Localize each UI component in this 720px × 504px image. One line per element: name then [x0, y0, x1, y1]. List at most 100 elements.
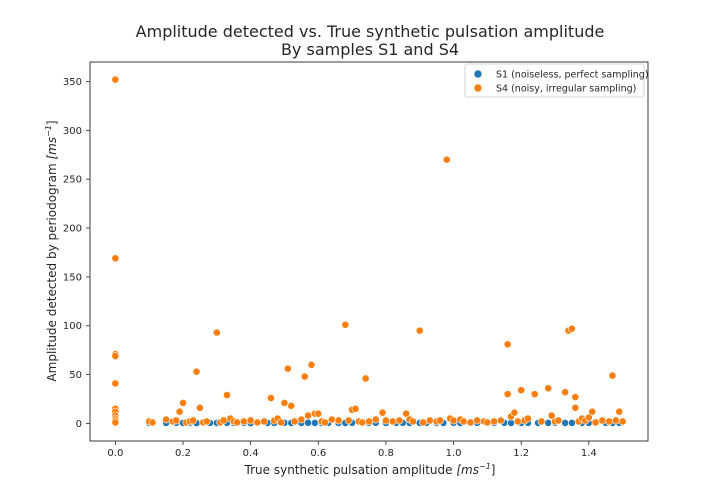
- s1-data-point: [544, 419, 553, 427]
- s4-data-point: [618, 417, 627, 426]
- series-s4-points: [111, 75, 627, 427]
- s4-data-point: [409, 417, 417, 426]
- y-tick-label: 150: [63, 272, 82, 283]
- s4-data-point: [459, 417, 468, 426]
- s4-data-point: [196, 403, 204, 412]
- x-axis-label-exponent: −1: [479, 462, 491, 471]
- s4-data-point: [395, 416, 404, 425]
- s4-data-point: [189, 416, 198, 425]
- s4-data-point: [588, 407, 597, 416]
- s4-data-point: [300, 372, 309, 381]
- s4-data-point: [277, 418, 285, 427]
- s4-data-point: [179, 399, 187, 407]
- s4-data-point: [544, 384, 553, 393]
- s4-data-point: [280, 399, 289, 407]
- s4-data-point: [608, 371, 617, 380]
- legend-marker-s4: [473, 83, 483, 93]
- s4-data-point: [223, 391, 231, 399]
- s4-data-point: [192, 367, 201, 376]
- s4-data-point: [473, 416, 482, 425]
- s4-data-point: [378, 408, 387, 417]
- s4-data-point: [524, 414, 532, 423]
- legend-label-s4: S4 (noisy, irregular sampling): [496, 84, 636, 95]
- y-axis-label-exponent: −1: [44, 125, 53, 137]
- s4-data-point: [297, 415, 306, 424]
- s4-data-point: [287, 401, 296, 410]
- s4-data-point: [219, 416, 228, 425]
- s4-data-point: [175, 407, 184, 416]
- s1-data-point: [561, 419, 570, 427]
- s4-data-point: [253, 418, 262, 427]
- s1-data-point: [568, 419, 576, 427]
- s4-data-point: [172, 416, 181, 425]
- s4-data-point: [233, 418, 242, 427]
- s4-data-point: [260, 417, 269, 426]
- s4-data-point: [503, 390, 512, 399]
- x-tick-label: 1.4: [581, 448, 597, 459]
- y-axis-label: Amplitude detected by periodogram [ms−1]: [44, 120, 59, 381]
- s4-data-point: [605, 417, 614, 426]
- s4-data-point: [111, 75, 120, 84]
- x-axis-label: True synthetic pulsation amplitude [ms−1…: [244, 462, 496, 477]
- s4-data-point: [611, 416, 620, 425]
- legend-box: [464, 63, 645, 98]
- legend-marker-s1: [473, 69, 483, 79]
- s4-data-point: [415, 326, 424, 335]
- s4-data-point: [419, 418, 428, 427]
- x-tick-label: 0.0: [107, 448, 123, 459]
- x-tick-label: 0.2: [175, 448, 191, 459]
- y-tick-label: 350: [63, 77, 82, 88]
- s4-data-point: [388, 417, 397, 426]
- s4-data-point: [466, 418, 475, 427]
- s4-data-point: [341, 320, 350, 329]
- s4-data-point: [371, 415, 380, 424]
- y-axis-label-bracket: ]: [45, 120, 59, 125]
- s4-data-point: [351, 404, 360, 413]
- s4-data-point: [571, 403, 580, 412]
- s4-data-point: [503, 340, 512, 349]
- s4-data-point: [111, 379, 120, 388]
- s4-data-point: [334, 416, 343, 425]
- s4-data-point: [283, 364, 292, 373]
- s4-data-point: [561, 388, 570, 397]
- s4-data-point: [615, 407, 624, 416]
- s4-data-point: [314, 409, 323, 418]
- y-tick-label: 200: [63, 224, 82, 235]
- s4-data-point: [591, 418, 600, 427]
- s4-data-point: [202, 417, 211, 426]
- s4-data-point: [568, 324, 576, 333]
- x-tick-label: 0.4: [243, 448, 259, 459]
- x-tick-label: 0.6: [310, 448, 326, 459]
- y-tick-label: 50: [69, 370, 82, 381]
- plot-frame: [89, 61, 649, 442]
- s4-data-point: [361, 374, 370, 383]
- s4-data-point: [382, 416, 390, 425]
- y-axis-ticks: 0 50 100 150 200 250 300 350: [63, 77, 90, 430]
- s4-data-point: [162, 415, 170, 424]
- y-tick-label: 250: [63, 175, 82, 186]
- s4-data-point: [111, 254, 120, 263]
- s4-data-point: [402, 409, 411, 418]
- s4-data-point: [212, 328, 221, 337]
- s4-data-point: [267, 394, 275, 402]
- x-tick-label: 1.2: [513, 448, 529, 459]
- s4-data-point: [327, 415, 336, 424]
- s1-data-point: [310, 419, 319, 427]
- s4-data-point: [307, 360, 316, 369]
- s4-data-point: [442, 155, 451, 164]
- x-axis-label-unit: [ms: [456, 463, 479, 477]
- s4-data-point: [436, 416, 444, 425]
- y-tick-label: 100: [63, 321, 82, 332]
- s4-data-point: [554, 416, 563, 425]
- s4-data-point: [496, 416, 505, 425]
- s4-data-point: [537, 417, 546, 426]
- s4-data-point: [239, 417, 248, 426]
- chart-title: Amplitude detected vs. True synthetic pu…: [136, 22, 605, 41]
- legend-label-s1: S1 (noiseless, perfect sampling): [496, 70, 649, 81]
- s4-data-point: [584, 413, 593, 422]
- s4-data-point: [490, 417, 499, 426]
- x-axis-ticks: 0.0 0.2 0.4 0.6 0.8 1.0 1.2 1.4: [107, 441, 597, 459]
- y-axis-label-main: Amplitude detected by periodogram: [45, 160, 59, 382]
- s4-data-point: [547, 411, 556, 420]
